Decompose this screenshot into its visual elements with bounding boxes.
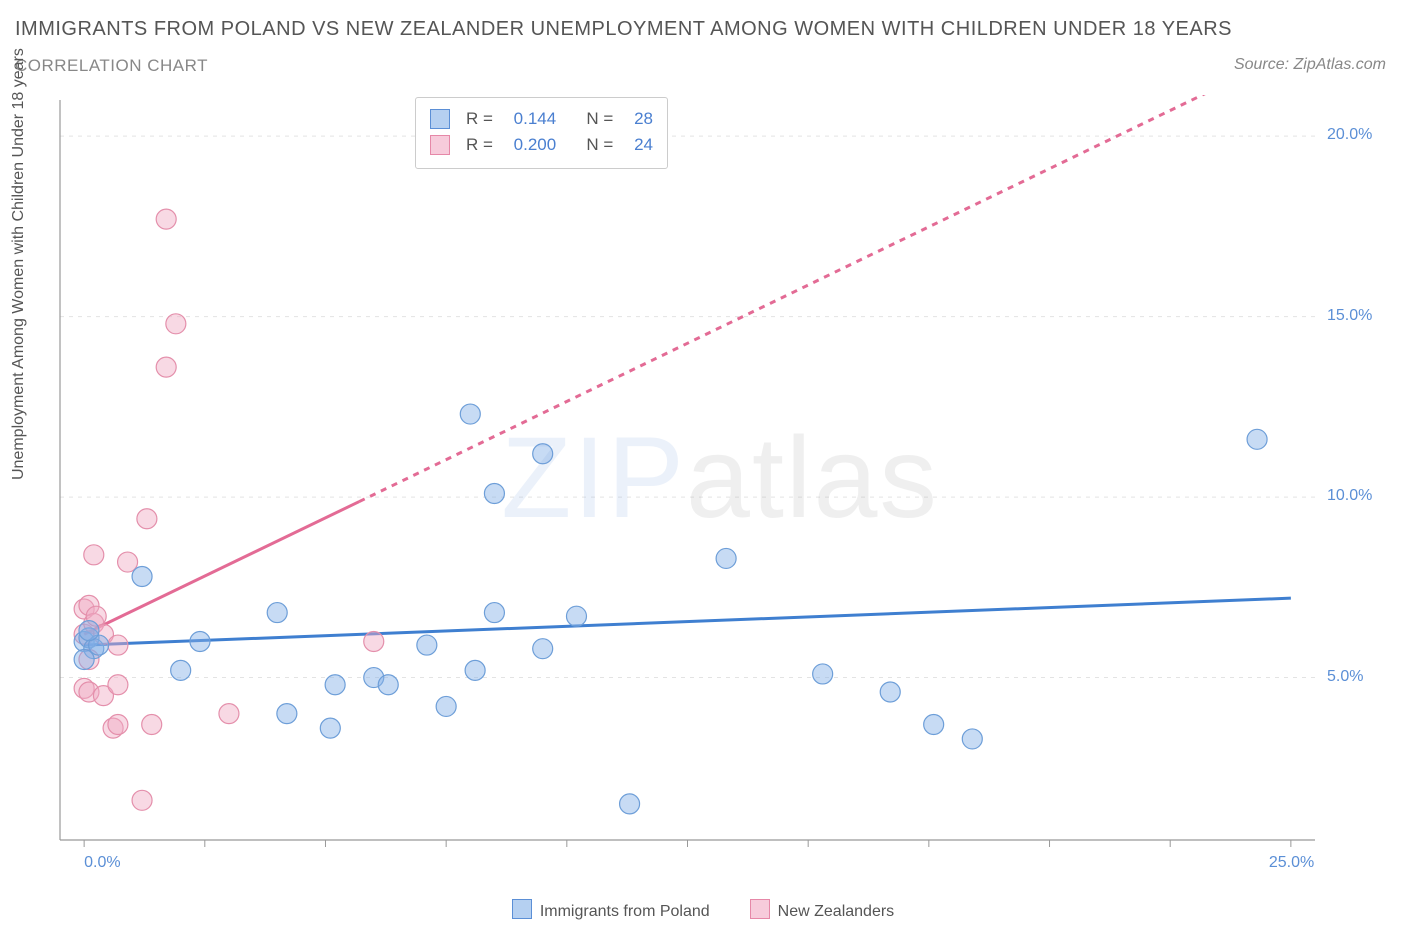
x-tick-label: 25.0% — [1269, 854, 1314, 872]
source-name: ZipAtlas.com — [1294, 56, 1386, 73]
legend-label-nz: New Zealanders — [778, 903, 895, 920]
page-title: IMMIGRANTS FROM POLAND VS NEW ZEALANDER … — [15, 18, 1232, 41]
stat-r-value: 0.200 — [514, 132, 557, 158]
stat-r-label: R = — [466, 132, 493, 158]
swatch-blue-icon — [512, 899, 532, 919]
legend-label-poland: Immigrants from Poland — [540, 903, 710, 920]
swatch-pink-icon — [750, 899, 770, 919]
y-tick-label: 5.0% — [1327, 668, 1363, 686]
footer-legend: Immigrants from Poland New Zealanders — [0, 890, 1406, 930]
swatch-blue-icon — [430, 109, 450, 129]
source-text: Source: ZipAtlas.com — [1234, 56, 1386, 74]
stats-row: R = 0.144 N = 28 — [430, 106, 653, 132]
stats-row: R = 0.200 N = 24 — [430, 132, 653, 158]
stat-n-label: N = — [586, 106, 613, 132]
legend-item-poland: Immigrants from Poland — [512, 899, 710, 921]
source-prefix: Source: — [1234, 56, 1294, 73]
stat-n-value: 28 — [634, 106, 653, 132]
stat-r-label: R = — [466, 106, 493, 132]
stats-legend-box: R = 0.144 N = 28R = 0.200 N = 24 — [415, 97, 668, 169]
stat-n-value: 24 — [634, 132, 653, 158]
stat-n-label: N = — [586, 132, 613, 158]
y-axis-label: Unemployment Among Women with Children U… — [10, 48, 28, 480]
stat-r-value: 0.144 — [514, 106, 557, 132]
scatter-plot: ZIPatlas R = 0.144 N = 28R = 0.200 N = 2… — [55, 95, 1385, 860]
legend-item-nz: New Zealanders — [750, 899, 895, 921]
y-tick-label: 20.0% — [1327, 126, 1372, 144]
x-tick-label: 0.0% — [84, 854, 120, 872]
page-subtitle: CORRELATION CHART — [15, 56, 208, 76]
swatch-pink-icon — [430, 135, 450, 155]
y-tick-label: 15.0% — [1327, 307, 1372, 325]
y-tick-label: 10.0% — [1327, 487, 1372, 505]
